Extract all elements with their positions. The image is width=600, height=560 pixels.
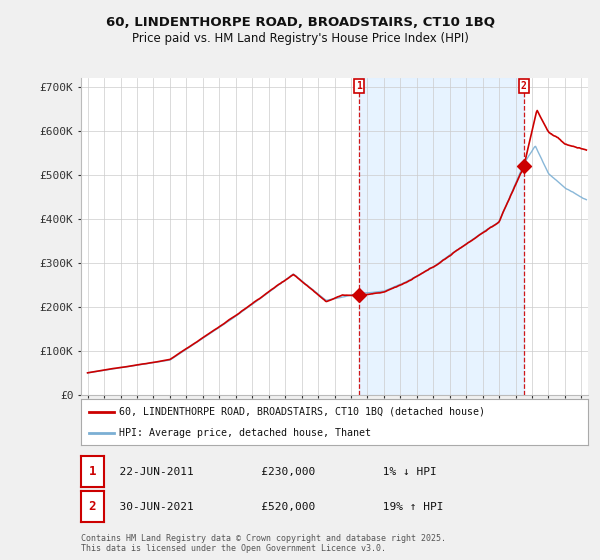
Text: 1: 1 [356, 81, 362, 91]
Text: 22-JUN-2011          £230,000          1% ↓ HPI: 22-JUN-2011 £230,000 1% ↓ HPI [106, 467, 437, 477]
Text: 2: 2 [521, 81, 527, 91]
Text: 60, LINDENTHORPE ROAD, BROADSTAIRS, CT10 1BQ (detached house): 60, LINDENTHORPE ROAD, BROADSTAIRS, CT10… [119, 407, 485, 417]
Text: HPI: Average price, detached house, Thanet: HPI: Average price, detached house, Than… [119, 428, 371, 438]
Text: 2: 2 [89, 500, 96, 513]
Text: 60, LINDENTHORPE ROAD, BROADSTAIRS, CT10 1BQ: 60, LINDENTHORPE ROAD, BROADSTAIRS, CT10… [106, 16, 494, 29]
Point [519, 161, 529, 170]
Bar [359, 78, 524, 395]
Text: Contains HM Land Registry data © Crown copyright and database right 2025.
This d: Contains HM Land Registry data © Crown c… [81, 534, 446, 553]
Text: 1: 1 [89, 465, 96, 478]
Text: Price paid vs. HM Land Registry's House Price Index (HPI): Price paid vs. HM Land Registry's House … [131, 32, 469, 45]
Text: 30-JUN-2021          £520,000          19% ↑ HPI: 30-JUN-2021 £520,000 19% ↑ HPI [106, 502, 444, 511]
Point [354, 291, 364, 300]
